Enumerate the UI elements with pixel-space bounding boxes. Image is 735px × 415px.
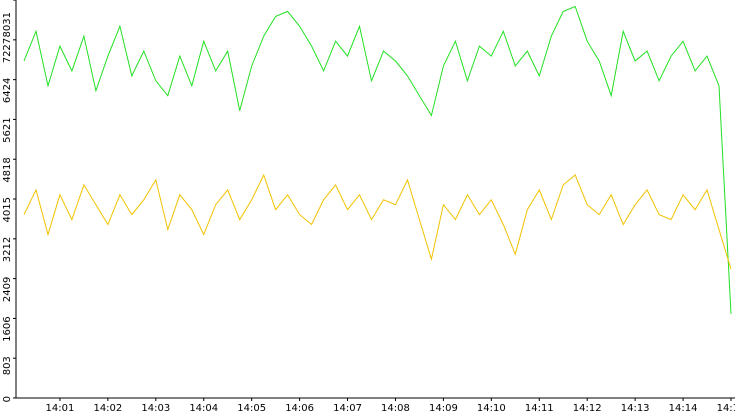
y-tick-label: 8031 bbox=[2, 12, 13, 37]
y-tick-label: 4015 bbox=[2, 197, 13, 222]
x-tick-label: 14:10 bbox=[477, 403, 506, 414]
series-line bbox=[23, 173, 732, 270]
y-tick-label: 803 bbox=[2, 356, 13, 375]
x-tick-label: 14:01 bbox=[46, 403, 75, 414]
x-tick-label: 14:04 bbox=[189, 403, 218, 414]
x-tick-label: 14:11 bbox=[525, 403, 554, 414]
x-tick-label: 14:02 bbox=[93, 403, 122, 414]
x-tick-label: 14:12 bbox=[573, 403, 602, 414]
x-tick-label: 14:06 bbox=[285, 403, 314, 414]
y-tick-label: 7227 bbox=[2, 38, 13, 63]
y-tick-label: 5621 bbox=[2, 117, 13, 142]
y-tick-label: 0 bbox=[2, 396, 13, 402]
x-tick-label: 14:14 bbox=[669, 403, 698, 414]
x-tick-label: 14:03 bbox=[141, 403, 170, 414]
y-tick-label: 4818 bbox=[2, 157, 13, 182]
x-tick-label: 14:07 bbox=[333, 403, 362, 414]
y-tick-label: 2409 bbox=[2, 277, 13, 302]
y-tick-label: 6424 bbox=[2, 78, 13, 103]
x-tick-label: 14:13 bbox=[621, 403, 650, 414]
y-tick-label: 3212 bbox=[2, 237, 13, 262]
x-tick-label: 14:08 bbox=[381, 403, 410, 414]
x-tick-label: 14:15 bbox=[717, 403, 735, 414]
x-tick-label: 14:05 bbox=[237, 403, 266, 414]
y-tick-label: 1606 bbox=[2, 316, 13, 341]
series-line bbox=[23, 5, 732, 314]
x-tick-label: 14:09 bbox=[429, 403, 458, 414]
